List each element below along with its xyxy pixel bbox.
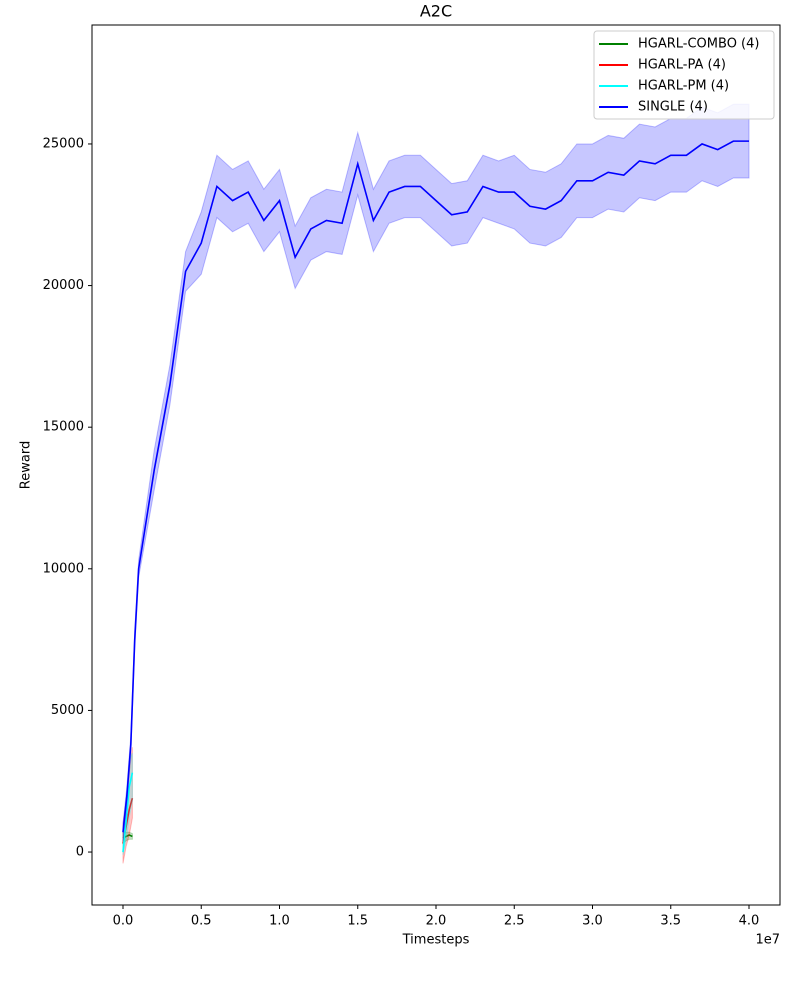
x-tick-label: 0.0 bbox=[113, 914, 134, 929]
x-axis-label: Timesteps bbox=[402, 933, 470, 948]
x-tick-label: 3.0 bbox=[582, 914, 603, 929]
y-tick-label: 5000 bbox=[51, 703, 84, 718]
x-tick-label: 0.5 bbox=[191, 914, 212, 929]
y-tick-label: 10000 bbox=[43, 561, 84, 576]
legend-label: HGARL-PA (4) bbox=[638, 58, 726, 73]
y-tick-label: 25000 bbox=[43, 136, 84, 151]
band bbox=[122, 103, 750, 841]
x-tick-label: 2.0 bbox=[426, 914, 447, 929]
legend-label: SINGLE (4) bbox=[638, 100, 708, 115]
y-tick-label: 20000 bbox=[43, 278, 84, 293]
legend-box bbox=[593, 30, 775, 120]
x-tick-label: 3.5 bbox=[660, 914, 681, 929]
x-tick-label: 2.5 bbox=[504, 914, 525, 929]
line bbox=[122, 140, 750, 833]
x-tick-label: 4.0 bbox=[739, 914, 760, 929]
legend-label: HGARL-PM (4) bbox=[638, 79, 729, 94]
chart-title: A2C bbox=[420, 2, 452, 21]
y-tick-label: 15000 bbox=[43, 420, 84, 435]
y-tick-label: 0 bbox=[76, 845, 84, 860]
legend-label: HGARL-COMBO (4) bbox=[638, 37, 759, 52]
y-axis-label: Reward bbox=[19, 441, 34, 489]
x-offset-label: 1e7 bbox=[755, 933, 780, 948]
x-tick-label: 1.0 bbox=[269, 914, 290, 929]
line bbox=[122, 772, 134, 853]
x-tick-label: 1.5 bbox=[347, 914, 368, 929]
plot-frame bbox=[91, 24, 781, 906]
